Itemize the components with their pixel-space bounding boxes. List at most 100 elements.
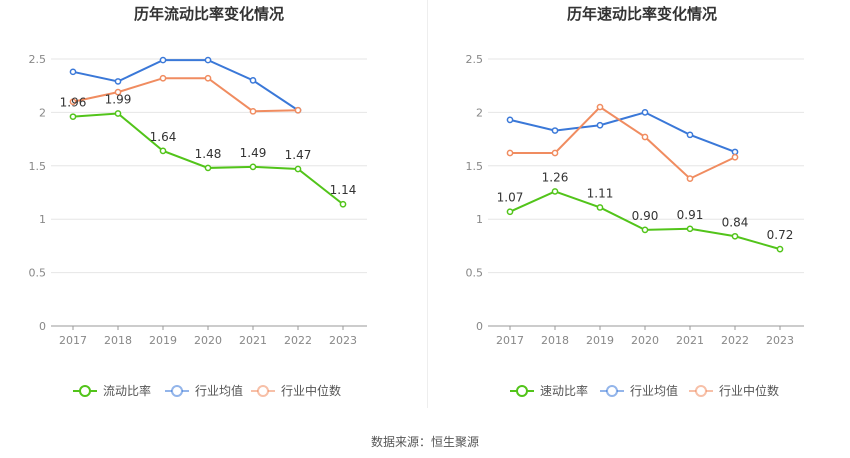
legend-item: 行业中位数 [251,383,341,398]
data-label: 0.72 [767,228,794,242]
legend-label: 行业中位数 [281,383,341,398]
data-point [731,153,739,161]
series-line-1 [509,111,736,153]
data-label: 1.07 [497,191,524,205]
data-point [776,245,784,253]
legend-label: 行业均值 [195,383,243,398]
x-tick-label: 2023 [329,334,357,347]
x-tick-label: 2018 [541,334,569,347]
data-point [204,74,212,82]
data-point [204,164,212,172]
x-tick-label: 2021 [676,334,704,347]
data-point [731,148,739,156]
data-label: 0.90 [632,209,659,223]
data-label: 1.96 [60,96,87,110]
legend-item: 流动比率 [73,383,151,398]
data-point [159,147,167,155]
data-point [114,78,122,85]
legend-label: 流动比率 [103,383,151,398]
y-tick-label: 0.5 [466,267,484,280]
legend-marker [606,385,618,397]
data-point [686,225,694,233]
data-label: 1.11 [587,186,614,200]
data-source-text: 数据来源：恒生聚源 [370,435,479,449]
data-point [249,107,257,115]
legend-marker [171,385,183,397]
x-tick-label: 2017 [59,334,87,347]
y-tick-label: 1 [39,213,46,226]
data-point [596,121,604,129]
x-tick-label: 2023 [766,334,794,347]
data-point [159,56,167,64]
data-point [686,131,694,139]
data-point [686,175,694,182]
chart-title: 历年流动比率变化情况 [134,5,284,23]
legend-label: 速动比率 [540,383,588,398]
data-point [641,133,649,141]
chart-divider [427,0,428,408]
data-point [551,127,559,134]
data-label: 1.99 [105,92,132,106]
data-point [294,165,302,173]
data-point [551,188,559,195]
y-tick-label: 0 [39,320,46,333]
legend-item: 行业均值 [600,383,678,398]
y-tick-label: 1.5 [29,160,47,173]
data-point [339,200,347,208]
data-point [69,98,77,106]
data-point [204,56,212,64]
data-label: 1.49 [240,146,267,160]
y-tick-label: 1.5 [466,160,484,173]
data-point [506,149,514,157]
series-line-2 [510,105,736,180]
data-point [551,149,559,157]
legend-item: 行业中位数 [689,383,779,398]
y-tick-label: 2.5 [466,53,484,66]
x-tick-label: 2022 [284,334,312,347]
data-point [506,116,514,124]
y-tick-label: 2.5 [29,53,47,66]
x-tick-label: 2021 [239,334,267,347]
legend-label: 行业均值 [630,383,678,398]
legend-label: 行业中位数 [719,383,779,398]
current-ratio-chart: 历年流动比率变化情况 0 0.5 1 1.5 2 2.5 2017 2018 2019 2020 20… [29,5,367,398]
legend-marker [695,385,707,397]
data-point [249,77,257,84]
data-point [641,109,649,116]
series-line-1 [72,59,299,112]
data-point [641,226,649,234]
data-point [159,74,167,82]
data-point [294,106,302,114]
data-point [69,68,77,76]
x-tick-label: 2018 [104,334,132,347]
y-tick-label: 1 [476,213,483,226]
data-label: 0.84 [722,215,749,229]
data-point [506,208,514,216]
y-tick-label: 0 [476,320,483,333]
x-tick-label: 2019 [586,334,614,347]
x-tick-label: 2020 [631,334,659,347]
y-tick-label: 0.5 [29,267,47,280]
data-label: 1.64 [150,130,177,144]
data-label: 1.47 [285,148,312,162]
legend-marker [257,385,269,397]
x-tick-label: 2020 [194,334,222,347]
data-point [596,103,604,111]
data-label: 1.14 [330,183,357,197]
data-label: 1.48 [195,147,222,161]
data-label: 1.26 [542,170,569,184]
series-line-2 [72,77,299,113]
x-tick-label: 2022 [721,334,749,347]
legend-marker [79,385,91,397]
y-tick-label: 2 [39,106,46,119]
quick-ratio-chart: 历年速动比率变化情况 0 0.5 1 1.5 2 2.5 2017 2018 2019 2020 20… [466,5,804,398]
data-source: 数据来源：恒生聚源 [0,433,850,450]
data-point [249,163,257,171]
data-point [69,113,77,121]
data-point [731,232,739,240]
chart-title: 历年速动比率变化情况 [567,5,717,23]
legend-item: 行业均值 [165,383,243,398]
data-point [114,110,122,117]
x-tick-label: 2017 [496,334,524,347]
